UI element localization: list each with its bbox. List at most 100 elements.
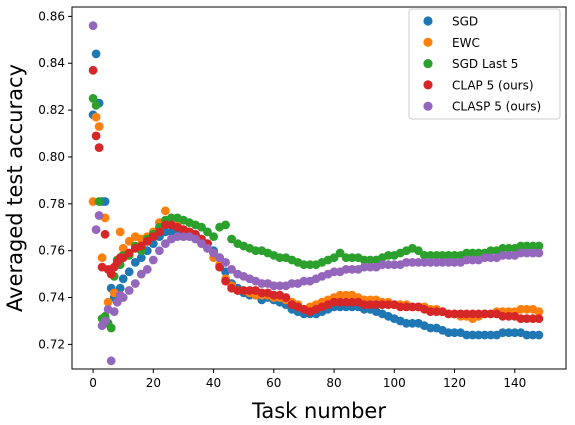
- data-point: [106, 269, 116, 279]
- y-tick-label: 0.86: [38, 9, 65, 23]
- data-point: [534, 241, 544, 251]
- x-tick-label: 140: [503, 376, 526, 390]
- y-tick-label: 0.80: [38, 150, 65, 164]
- y-axis-label: Averaged test accuracy: [3, 64, 27, 312]
- data-point: [88, 65, 98, 75]
- data-point: [251, 246, 261, 256]
- data-point: [100, 316, 110, 326]
- data-point: [106, 356, 116, 366]
- data-point: [450, 251, 459, 260]
- data-point: [498, 328, 508, 338]
- data-point: [91, 225, 101, 235]
- x-tick-label: 80: [326, 376, 341, 390]
- data-point: [118, 253, 128, 263]
- y-tick-label: 0.76: [38, 244, 65, 258]
- data-point: [215, 253, 225, 263]
- legend-label: SGD: [452, 15, 478, 29]
- legend-marker: [423, 80, 433, 90]
- data-point: [91, 49, 101, 59]
- data-point: [106, 323, 116, 333]
- x-tick-label: 40: [206, 376, 221, 390]
- y-tick-label: 0.82: [38, 103, 65, 117]
- series-4: [88, 21, 544, 366]
- data-point: [118, 293, 128, 302]
- data-point: [130, 279, 140, 288]
- y-tick-label: 0.72: [38, 337, 65, 351]
- data-point: [155, 227, 164, 237]
- plot-frame: [71, 6, 567, 370]
- data-point: [124, 236, 134, 246]
- y-axis: 0.72 0.74 0.76 0.78 0.80 0.82 0.84 0.86: [38, 9, 72, 351]
- data-point: [124, 286, 134, 295]
- data-point: [197, 239, 206, 249]
- data-point: [522, 314, 532, 323]
- y-tick-label: 0.84: [38, 56, 65, 70]
- data-point: [97, 253, 107, 263]
- data-point: [534, 248, 544, 258]
- data-point: [94, 122, 104, 131]
- legend-label: EWC: [452, 36, 480, 50]
- series-1: [88, 112, 544, 333]
- data-point: [498, 251, 508, 260]
- data-point: [414, 246, 423, 256]
- legend-label: CLAP 5 (ours): [452, 78, 534, 92]
- legend-marker: [423, 16, 433, 26]
- data-point: [91, 131, 101, 141]
- data-point: [534, 314, 544, 323]
- data-point: [221, 258, 231, 267]
- data-point: [124, 248, 134, 258]
- x-tick-label: 100: [383, 376, 406, 390]
- data-point: [103, 297, 113, 307]
- data-point: [118, 243, 128, 253]
- x-tick-label: 60: [266, 376, 281, 390]
- x-tick-label: 20: [146, 376, 161, 390]
- data-point: [450, 328, 459, 338]
- data-point: [94, 197, 104, 206]
- data-point: [450, 258, 459, 267]
- data-point: [420, 258, 429, 267]
- data-point: [115, 227, 125, 237]
- legend-label: CLASP 5 (ours): [452, 100, 541, 114]
- data-point: [136, 269, 146, 279]
- data-point: [335, 248, 345, 258]
- data-point: [161, 239, 170, 249]
- data-point: [148, 232, 158, 242]
- data-point: [450, 309, 459, 319]
- data-point: [474, 330, 483, 340]
- data-point: [474, 248, 483, 258]
- data-point: [91, 112, 101, 122]
- data-point: [498, 243, 508, 253]
- data-point: [88, 94, 98, 103]
- data-point: [215, 262, 225, 272]
- data-point: [100, 229, 110, 239]
- data-point: [209, 232, 219, 242]
- data-point: [522, 304, 532, 314]
- data-point: [136, 253, 146, 263]
- data-point: [522, 248, 532, 258]
- data-point: [148, 255, 158, 265]
- data-point: [197, 222, 206, 232]
- x-axis-label: Task number: [251, 399, 386, 423]
- data-point: [371, 300, 381, 309]
- data-point: [227, 234, 237, 244]
- data-point: [209, 248, 219, 258]
- plot-points: [88, 21, 544, 366]
- data-point: [498, 311, 508, 321]
- legend-marker: [423, 101, 433, 111]
- y-tick-label: 0.78: [38, 197, 65, 211]
- legend-marker: [423, 59, 433, 69]
- data-point: [275, 253, 285, 263]
- legend-label: SGD Last 5: [452, 57, 518, 71]
- data-point: [88, 21, 98, 31]
- data-point: [221, 220, 231, 230]
- data-point: [115, 283, 125, 293]
- data-point: [203, 243, 212, 253]
- data-point: [275, 281, 285, 291]
- data-point: [94, 211, 104, 220]
- data-point: [155, 246, 164, 256]
- data-point: [109, 307, 119, 316]
- data-point: [420, 251, 429, 260]
- data-point: [347, 297, 357, 307]
- data-point: [227, 265, 237, 274]
